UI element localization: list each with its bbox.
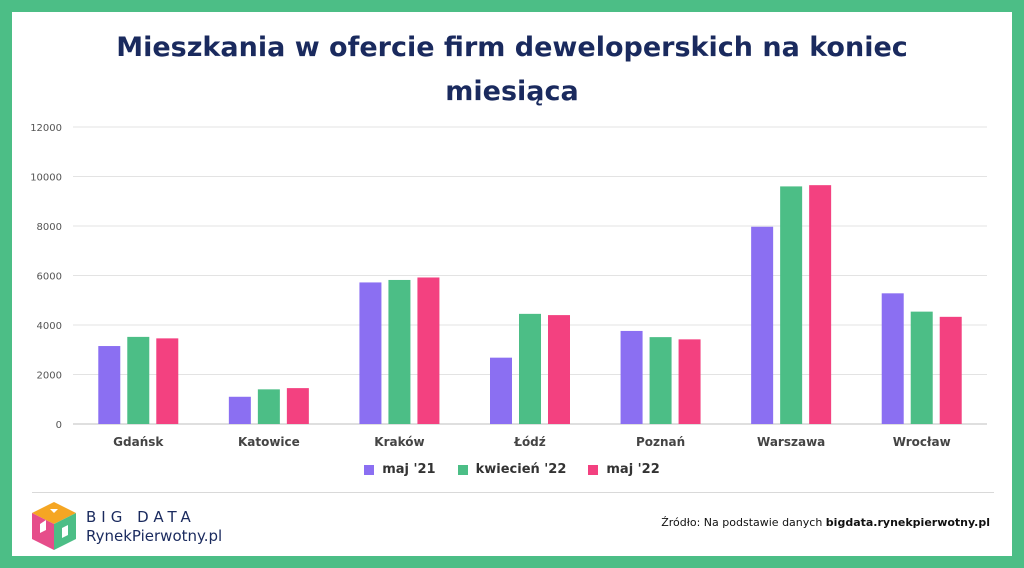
x-tick-label: Poznań	[636, 435, 685, 449]
chart-title-line-2: miesiąca	[445, 76, 579, 107]
bar-3-6	[809, 185, 832, 424]
bar-2-4	[519, 313, 541, 424]
bar-1-5	[620, 330, 643, 424]
bar-3-1	[156, 338, 179, 424]
y-tick-label: 0	[56, 420, 62, 431]
footer-divider	[32, 492, 994, 493]
source-note: Źródło: Na podstawie danych bigdata.ryne…	[661, 516, 990, 529]
source-prefix: Źródło: Na podstawie danych	[661, 516, 826, 529]
source-site: bigdata.rynekpierwotny.pl	[825, 516, 990, 529]
legend-item-series-1: maj '21	[364, 462, 436, 477]
bar-2-5	[649, 337, 672, 424]
bar-1-4	[490, 357, 512, 424]
bar-1-7	[881, 293, 904, 424]
legend-label-series-3: maj '22	[606, 462, 660, 477]
legend-item-series-2: kwiecień '22	[457, 462, 567, 477]
y-tick-label: 10000	[30, 173, 62, 184]
x-tick-label: Gdańsk	[113, 435, 164, 449]
bar-3-4	[548, 315, 570, 424]
brand-name: BIG DATA	[86, 508, 196, 526]
x-tick-label: Łódź	[513, 435, 546, 449]
bigdata-logo-icon	[32, 502, 76, 550]
y-tick-label: 4000	[37, 321, 62, 332]
legend-label-series-2: kwiecień '22	[475, 462, 567, 477]
bar-1-3	[359, 282, 382, 424]
bar-3-2	[286, 388, 309, 424]
bar-1-2	[228, 396, 251, 424]
bar-2-1	[127, 336, 150, 424]
x-tick-label: Kraków	[374, 435, 424, 449]
bar-1-1	[98, 346, 121, 424]
bar-3-3	[417, 277, 440, 424]
bar-2-7	[910, 311, 933, 424]
chart-title: Mieszkania w ofercie firm deweloperskich…	[12, 26, 1012, 114]
x-tick-label: Katowice	[238, 435, 300, 449]
bar-1-6	[751, 226, 774, 424]
legend: maj '21 kwiecień '22 maj '22	[0, 462, 1024, 477]
y-tick-label: 8000	[37, 222, 62, 233]
bar-3-5	[678, 339, 701, 424]
legend-swatch-series-1	[364, 464, 375, 475]
legend-item-series-3: maj '22	[588, 462, 660, 477]
y-tick-label: 12000	[30, 123, 62, 134]
y-tick-label: 2000	[37, 371, 62, 382]
legend-swatch-series-2	[457, 464, 468, 475]
bar-3-7	[939, 316, 962, 424]
x-tick-label: Warszawa	[757, 435, 825, 449]
legend-swatch-series-3	[588, 464, 599, 475]
bar-2-2	[257, 389, 280, 424]
y-tick-label: 6000	[37, 272, 62, 283]
legend-label-series-1: maj '21	[382, 462, 436, 477]
x-tick-label: Wrocław	[893, 435, 951, 449]
brand-site: RynekPierwotny.pl	[86, 527, 223, 545]
chart-title-line-1: Mieszkania w ofercie firm deweloperskich…	[116, 32, 908, 63]
bar-2-6	[780, 186, 803, 424]
bar-2-3	[388, 279, 411, 424]
